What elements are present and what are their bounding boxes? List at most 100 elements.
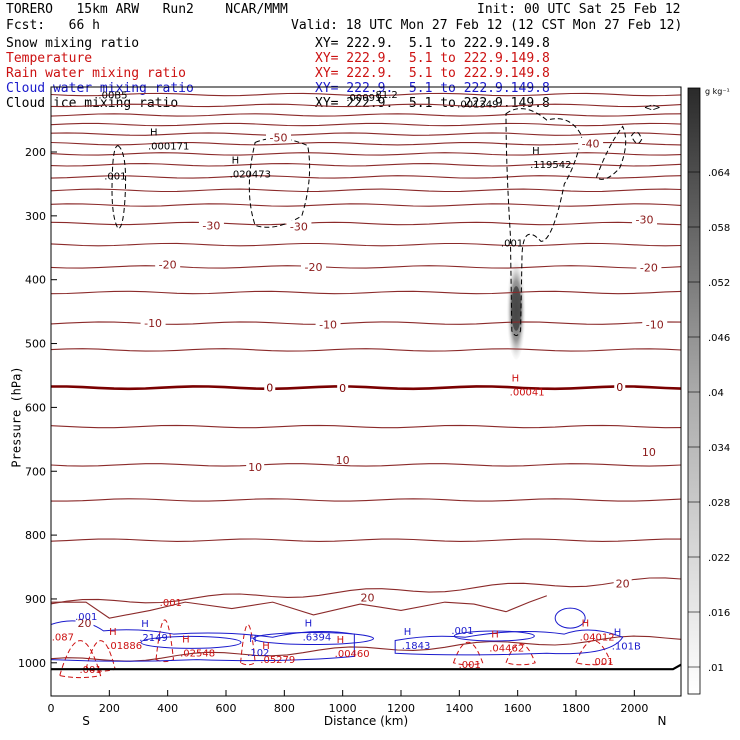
init-time: Init: 00 UTC Sat 25 Feb 12 bbox=[477, 2, 681, 17]
y-tick-label: 1000 bbox=[18, 657, 46, 670]
forecast-hour: Fcst: 66 h bbox=[6, 18, 100, 33]
ice-label: <> bbox=[644, 103, 661, 114]
label-bg bbox=[333, 453, 352, 465]
rain-contour bbox=[59, 640, 102, 679]
field-name: Temperature bbox=[6, 51, 93, 66]
rain-label: .001 bbox=[591, 657, 613, 668]
colorbar-tick-label: .016 bbox=[708, 608, 730, 619]
rain-label-max-marker: H bbox=[512, 373, 520, 384]
y-tick-label: 900 bbox=[25, 593, 46, 606]
label-bg bbox=[155, 258, 181, 270]
snow-label: .001349 bbox=[457, 99, 498, 110]
rain-contour bbox=[240, 624, 256, 666]
snow-label-max-marker: H bbox=[150, 128, 158, 139]
temperature-label: 0 bbox=[339, 382, 346, 395]
colorbar-unit: g kg⁻¹ bbox=[705, 87, 730, 96]
isotherm-line bbox=[50, 113, 682, 117]
temperature-label: 10 bbox=[336, 454, 350, 467]
snow-label-max-marker: H bbox=[532, 146, 540, 157]
org-name: NCAR/MMM bbox=[225, 2, 288, 17]
rain-contour bbox=[575, 640, 612, 666]
temperature-label: 20 bbox=[616, 578, 630, 591]
x-tick-label: 1800 bbox=[562, 702, 590, 715]
colorbar-tick-label: .058 bbox=[708, 223, 730, 234]
snow-label: .000171 bbox=[148, 142, 189, 153]
rain-label-max-marker: H bbox=[262, 641, 270, 652]
colorbar-tick-label: .064 bbox=[708, 168, 730, 179]
snow-label: .020473 bbox=[230, 170, 271, 181]
temperature-label: -30 bbox=[290, 221, 308, 234]
temperature-label: -20 bbox=[159, 258, 177, 271]
rain-label: .001 bbox=[459, 660, 481, 671]
x-tick-label: 1200 bbox=[387, 702, 415, 715]
rain-label: .00041 bbox=[510, 387, 545, 398]
temperature-label: -10 bbox=[144, 317, 162, 330]
label-bg bbox=[286, 220, 312, 232]
colorbar-tick-label: .04 bbox=[708, 388, 724, 399]
rain-label-max-marker: H bbox=[109, 627, 117, 638]
x-tick-label: 200 bbox=[99, 702, 120, 715]
label-bg bbox=[578, 137, 604, 149]
label-bg bbox=[198, 219, 224, 231]
cloud-water-label: .101B bbox=[612, 641, 641, 652]
label-bg bbox=[636, 261, 662, 273]
temperature-label: -30 bbox=[636, 214, 654, 227]
isotherm-line bbox=[50, 203, 682, 207]
label-bg bbox=[614, 380, 626, 392]
colorbar-tick-label: .01 bbox=[708, 663, 724, 674]
field-name: Rain water mixing ratio bbox=[6, 66, 187, 81]
field-xy-range: XY= 222.9. 5.1 to 222.9.149.8 bbox=[315, 96, 550, 111]
snow-label-max-marker: H bbox=[232, 156, 240, 167]
fcst-label: Fcst: bbox=[6, 18, 46, 33]
cloud-water-label: .6394 bbox=[303, 633, 332, 644]
field-name: Cloud ice mixing ratio bbox=[6, 96, 179, 111]
cloud-water-label-max-marker: H bbox=[614, 627, 622, 638]
header-line-1: TORERO 15km ARW Run2 NCAR/MMM bbox=[6, 2, 288, 17]
field-name: Cloud water mixing ratio bbox=[6, 81, 194, 96]
rain-contour bbox=[505, 643, 536, 666]
cloud-water-label: .1843 bbox=[402, 641, 431, 652]
cloud-water-contour bbox=[453, 630, 535, 642]
y-tick-label: 800 bbox=[25, 529, 46, 542]
label-bg bbox=[301, 260, 326, 272]
label-bg bbox=[613, 577, 632, 589]
temperature-label: -40 bbox=[582, 138, 600, 151]
isotherm-line bbox=[51, 498, 682, 502]
colorbar-tick-label: .034 bbox=[708, 443, 730, 454]
label-bg bbox=[632, 213, 658, 225]
label-bg bbox=[315, 318, 341, 330]
temperature-label: 20 bbox=[360, 592, 374, 605]
snow-contour bbox=[111, 145, 127, 230]
field-xy-range: XY= 222.9. 5.1 to 222.9.149.8 bbox=[315, 81, 550, 96]
north-label: N bbox=[658, 714, 667, 728]
x-tick-label: 1400 bbox=[445, 702, 473, 715]
field-name: Snow mixing ratio bbox=[6, 36, 140, 51]
isotherm-line bbox=[50, 188, 682, 193]
y-tick-label: 200 bbox=[25, 146, 46, 159]
cloud-water-contour bbox=[253, 632, 374, 646]
rain-label: .01886 bbox=[107, 641, 142, 652]
cloud-water-contour bbox=[394, 629, 624, 656]
colorbar-bar bbox=[687, 87, 701, 695]
snow-contour bbox=[595, 125, 627, 180]
x-axis-label: Distance (km) bbox=[324, 714, 408, 728]
y-tick-label: 400 bbox=[25, 274, 46, 287]
temperature-label: -30 bbox=[202, 219, 220, 232]
isotherm-line bbox=[50, 424, 682, 429]
cloud-water-label-max-marker: H bbox=[305, 619, 313, 630]
valid-time: Valid: 18 UTC Mon 27 Feb 12 (12 CST Mon … bbox=[291, 18, 683, 33]
rain-label: .00460 bbox=[335, 649, 370, 660]
isotherm-line bbox=[51, 595, 547, 619]
temperature-label: -10 bbox=[646, 318, 664, 331]
freezing-level-isotherm bbox=[51, 385, 682, 391]
isotherm-line bbox=[50, 122, 682, 127]
model-name: TORERO bbox=[6, 2, 53, 17]
rain-label: .02548 bbox=[180, 648, 215, 659]
field-xy-range: XY= 222.9. 5.1 to 222.9.149.8 bbox=[315, 36, 550, 51]
resolution: 15km ARW bbox=[76, 2, 140, 17]
colorbar-tick-label: .022 bbox=[708, 553, 730, 564]
isotherm-line bbox=[50, 265, 682, 269]
fcst-value: 66 h bbox=[68, 18, 100, 33]
snow-max-core bbox=[511, 286, 522, 331]
